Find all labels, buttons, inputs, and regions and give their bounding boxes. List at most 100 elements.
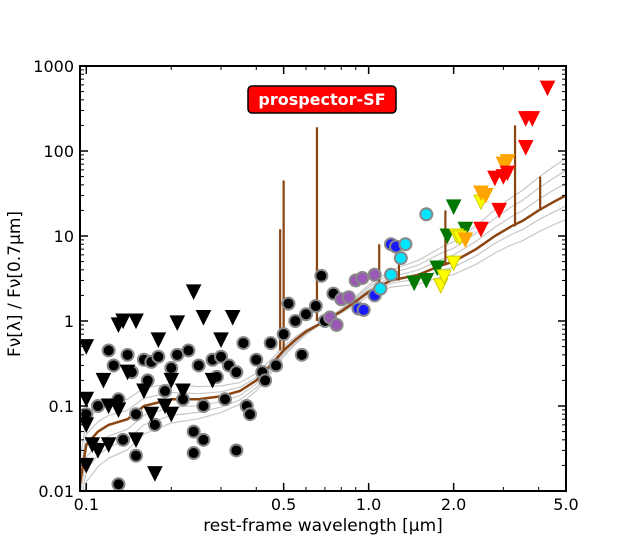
upper-limits-black-point	[204, 372, 221, 389]
y-tick-label: 0.1	[49, 397, 74, 416]
photometry-green-point	[418, 272, 435, 289]
upper-limits-black-point	[185, 284, 202, 301]
photometry-yellow-point	[445, 255, 462, 272]
y-tick-label: 100	[43, 142, 74, 161]
upper-limits-black-point	[147, 466, 163, 482]
photometry-orange-point	[499, 154, 516, 170]
upper-limits-black-point	[119, 364, 136, 381]
photometry-black-point	[106, 358, 121, 373]
y-tick-label: 1000	[33, 57, 74, 76]
upper-limits-black-point	[143, 406, 160, 423]
photometry-black-point	[308, 299, 323, 314]
photometry-black-point	[191, 358, 206, 373]
photometry-red-point	[473, 221, 489, 238]
photometry-black-point	[258, 373, 273, 388]
model-curve	[80, 125, 566, 485]
photometry-black-point	[249, 352, 264, 367]
upper-limits-black-point	[84, 437, 101, 453]
photometry-green-point	[439, 228, 456, 245]
title-badge: prospector-SF	[247, 85, 397, 114]
photometry-yellow-point	[436, 269, 452, 286]
photometry-purple-point	[367, 267, 382, 282]
upper-limits-black-point	[224, 309, 241, 326]
photometry-cyan-point	[398, 237, 413, 252]
photometry-green-point	[429, 260, 446, 277]
photometry-black-point	[157, 384, 172, 399]
x-tick-label: 0.1	[74, 495, 99, 514]
upper-limits-black-point	[195, 309, 212, 326]
photometry-black-point	[214, 349, 229, 364]
upper-limits-black-point	[128, 432, 144, 448]
photometry-black-point	[181, 343, 196, 358]
upper-limits-black-point	[169, 315, 186, 332]
photometry-black-point	[229, 365, 244, 380]
photometry-blue-point	[356, 302, 371, 317]
photometry-black-point	[186, 445, 201, 460]
photometry-black-point	[186, 424, 201, 439]
photometry-cyan-point	[419, 207, 434, 222]
upper-limits-black-point	[136, 383, 152, 400]
chart-title: prospector-SF	[258, 90, 385, 109]
y-tick-label: 1	[64, 312, 74, 331]
photometry-black-point	[101, 343, 116, 358]
plot-frame	[79, 65, 567, 492]
photometry-red-point	[499, 165, 516, 182]
y-axis-title: Fν[λ] / Fν[0.7μm]	[5, 211, 25, 357]
photometry-purple-point	[329, 317, 344, 332]
photometry-orange-point	[478, 187, 494, 204]
photometry-black-point	[263, 336, 278, 351]
photometry-cyan-point	[384, 267, 399, 282]
upper-limits-black-point	[163, 372, 180, 389]
upper-limits-black-point	[150, 332, 167, 348]
upper-limits-black-point	[110, 402, 127, 419]
photometry-black-point	[281, 296, 296, 311]
upper-limits-black-point	[95, 372, 112, 389]
upper-limits-black-point	[100, 437, 117, 453]
photometry-green-point	[406, 275, 423, 292]
photometry-black-point	[90, 399, 105, 413]
photometry-black-point	[229, 443, 244, 458]
upper-limits-black-point	[115, 313, 131, 330]
model-sed-line	[80, 194, 566, 485]
x-tick-label: 5.0	[553, 495, 578, 514]
y-tick-label: 0.01	[38, 482, 74, 501]
photometry-orange-point	[457, 232, 474, 249]
photometry-black-point	[288, 314, 303, 328]
photometry-black-point	[242, 407, 257, 422]
photometry-black-point	[151, 349, 166, 364]
photometry-red-point	[491, 202, 508, 219]
photometry-black-point	[129, 407, 144, 422]
upper-limits-black-point	[157, 398, 173, 415]
photometry-red-point	[539, 80, 556, 97]
photometry-black-point	[314, 268, 329, 283]
upper-limits-black-point	[175, 383, 191, 400]
y-tick-label: 10	[54, 227, 74, 246]
x-axis-title: rest-frame wavelength [μm]	[203, 516, 443, 536]
photometry-purple-point	[341, 290, 356, 305]
photometry-black-point	[196, 399, 211, 413]
photometry-black-point	[236, 336, 251, 351]
photometry-black-point	[129, 448, 144, 463]
photometry-cyan-point	[373, 281, 388, 296]
photometry-black-point	[269, 358, 284, 373]
photometry-black-point	[299, 307, 314, 322]
data-points	[80, 80, 556, 491]
photometry-black-point	[276, 327, 291, 342]
upper-limits-black-point	[80, 391, 95, 408]
photometry-black-point	[218, 392, 233, 407]
photometry-black-point	[294, 347, 309, 362]
photometry-black-point	[111, 477, 126, 491]
photometry-black-point	[147, 417, 162, 432]
photometry-black-point	[164, 360, 179, 375]
x-tick-label: 0.5	[271, 495, 296, 514]
photometry-red-point	[524, 111, 541, 127]
upper-limits-black-point	[163, 406, 180, 423]
photometry-black-point	[120, 347, 135, 362]
x-tick-label: 2.0	[441, 495, 466, 514]
photometry-green-point	[445, 199, 462, 216]
photometry-cyan-point	[393, 251, 408, 266]
x-tick-label: 1.0	[356, 495, 381, 514]
photometry-red-point	[517, 139, 534, 156]
